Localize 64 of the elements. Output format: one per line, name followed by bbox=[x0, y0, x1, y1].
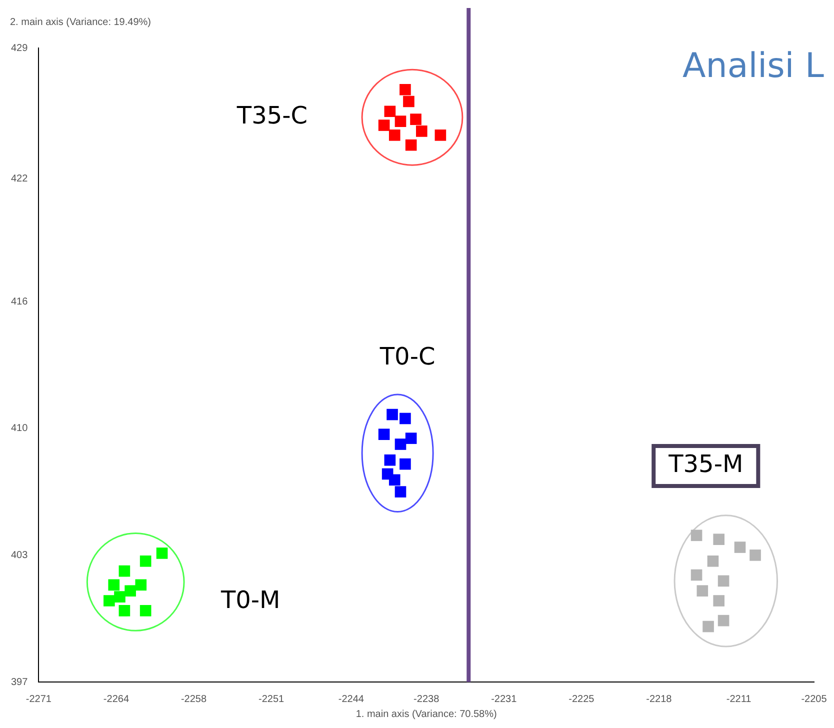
point bbox=[416, 126, 428, 137]
y-tick-label: 403 bbox=[10, 550, 28, 561]
point bbox=[713, 595, 725, 606]
point bbox=[690, 530, 702, 542]
point bbox=[400, 84, 411, 96]
point bbox=[140, 555, 152, 567]
y-tick-label: 410 bbox=[10, 423, 28, 434]
point bbox=[104, 595, 115, 606]
point bbox=[118, 605, 130, 616]
x-tick-label: -2251 bbox=[258, 694, 285, 705]
point bbox=[410, 114, 422, 125]
point bbox=[382, 468, 394, 480]
point bbox=[690, 569, 702, 581]
point bbox=[114, 591, 126, 602]
x-tick-label: -2271 bbox=[26, 694, 52, 705]
chart-title: Analisi L bbox=[682, 46, 824, 86]
point bbox=[713, 534, 725, 546]
point bbox=[707, 555, 719, 567]
point bbox=[108, 579, 120, 591]
x-tick-label: -2264 bbox=[103, 694, 130, 705]
point bbox=[734, 542, 746, 553]
point bbox=[386, 408, 398, 420]
point bbox=[400, 458, 411, 470]
point bbox=[118, 565, 130, 577]
point bbox=[405, 432, 417, 444]
x-tick-label: -2238 bbox=[414, 694, 440, 705]
x-tick-label: -2218 bbox=[646, 694, 672, 705]
x-tick-label: -2231 bbox=[491, 694, 518, 705]
point bbox=[384, 106, 396, 118]
point bbox=[400, 412, 411, 424]
series-label: T0-C bbox=[378, 342, 436, 370]
point bbox=[718, 614, 730, 626]
point bbox=[434, 130, 446, 141]
point bbox=[124, 585, 136, 597]
point bbox=[405, 139, 417, 151]
x-tick-label: -2258 bbox=[180, 694, 207, 705]
point bbox=[394, 486, 406, 498]
point bbox=[403, 96, 414, 108]
x-tick-label: -2244 bbox=[338, 694, 364, 705]
point bbox=[394, 116, 406, 127]
y-tick-label: 422 bbox=[10, 174, 28, 185]
y-axis-title: 2. main axis (Variance: 19.49%) bbox=[10, 16, 151, 28]
point bbox=[718, 575, 730, 587]
point bbox=[702, 620, 714, 632]
y-tick-label: 416 bbox=[10, 296, 28, 308]
point bbox=[140, 605, 152, 616]
x-axis-title: 1. main axis (Variance: 70.58%) bbox=[356, 708, 497, 720]
point bbox=[378, 120, 390, 131]
y-tick-label: 429 bbox=[10, 42, 28, 54]
point bbox=[378, 428, 390, 440]
x-tick-label: -2211 bbox=[726, 694, 752, 705]
x-tick-label: -2225 bbox=[568, 694, 595, 705]
point bbox=[696, 585, 708, 597]
point bbox=[394, 438, 406, 450]
point bbox=[750, 550, 761, 561]
text: T0-M bbox=[220, 586, 280, 614]
y-tick-label: 397 bbox=[10, 676, 28, 688]
text: T35-C bbox=[236, 102, 308, 130]
text: T35-M bbox=[668, 450, 744, 478]
point bbox=[135, 579, 147, 591]
point bbox=[388, 130, 400, 141]
point bbox=[156, 548, 168, 559]
point bbox=[384, 454, 396, 466]
x-tick-label: -2205 bbox=[801, 694, 828, 705]
